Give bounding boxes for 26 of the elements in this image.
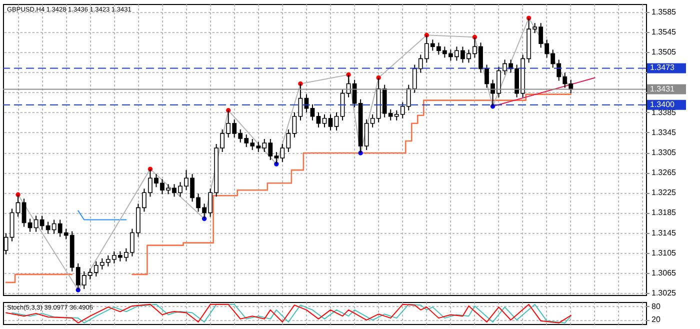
candlestick <box>22 198 26 228</box>
y-tick-label: 1.3225 <box>652 188 677 198</box>
candlestick <box>328 114 333 131</box>
ref-line-label: 1.3473 <box>650 63 676 72</box>
y-tick-label: 1.3305 <box>652 148 677 158</box>
y-tick-label: 20 <box>652 315 661 324</box>
y-tick-label: 1.3105 <box>652 248 677 258</box>
candlestick <box>310 104 315 121</box>
candlestick <box>292 112 297 138</box>
candlestick <box>316 112 321 128</box>
y-tick-label: 1.3545 <box>652 28 677 37</box>
y-tick-label: 1.3145 <box>652 228 677 238</box>
ref-line-label: 1.3431 <box>650 84 676 94</box>
ref-line-label: 1.3400 <box>650 100 676 109</box>
y-tick-label: 1.3385 <box>652 108 677 117</box>
candlestick <box>334 112 339 131</box>
y-tick-label: 80 <box>652 302 661 311</box>
y-tick-label: 1.3265 <box>652 168 677 178</box>
y-tick-label: 1.3025 <box>652 288 677 298</box>
y-tick-label: 1.3345 <box>652 128 677 137</box>
y-tick-label: 1.3505 <box>652 48 677 57</box>
y-tick-label: 1.3185 <box>652 208 677 218</box>
candlestick <box>322 114 327 128</box>
candlestick <box>298 83 303 121</box>
y-tick-label: 1.3585 <box>652 8 677 17</box>
y-tick-label: 1.3065 <box>652 268 677 278</box>
